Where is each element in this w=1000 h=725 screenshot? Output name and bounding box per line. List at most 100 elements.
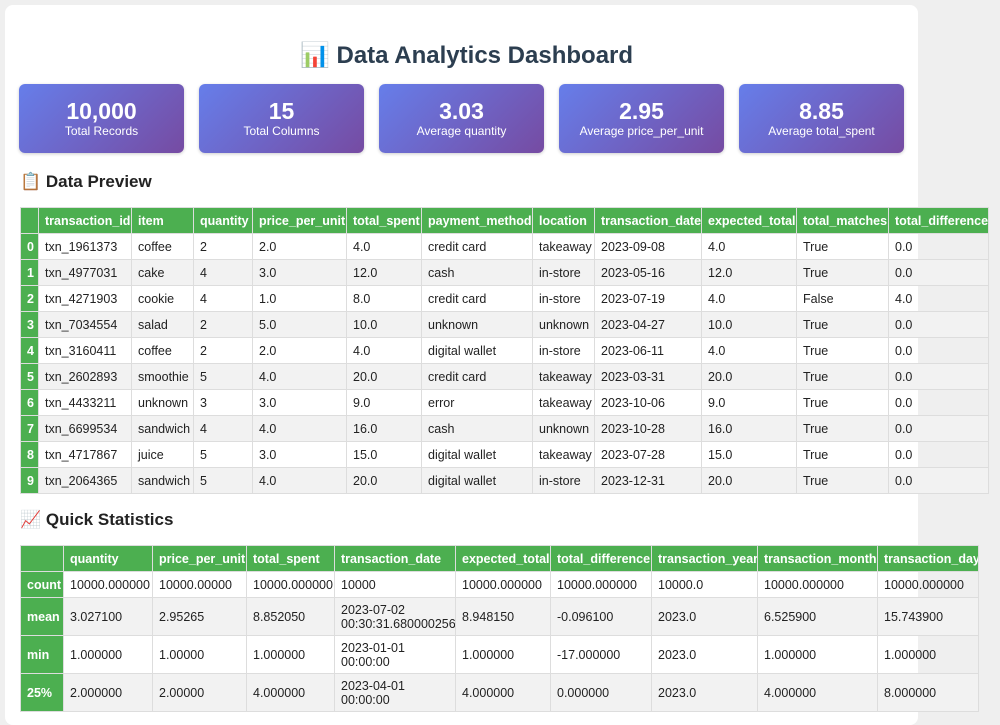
table-cell: cake — [131, 259, 194, 286]
table-cell: in-store — [532, 337, 595, 364]
table-cell: 2023-07-19 — [594, 285, 702, 312]
table-cell: 12.0 — [346, 259, 422, 286]
table-cell: takeaway — [532, 441, 595, 468]
stat-label: Average total_spent — [768, 124, 875, 138]
table-cell: 2023-10-06 — [594, 389, 702, 416]
table-cell: 2023.0 — [651, 597, 758, 636]
table-cell: 1.00000 — [152, 635, 247, 674]
table-cell: 15.0 — [701, 441, 797, 468]
stat-value: 2.95 — [619, 98, 664, 124]
table-cell: 4.000000 — [246, 673, 335, 712]
table-cell: 4.0 — [252, 363, 347, 390]
stat-value: 10,000 — [66, 98, 137, 124]
table-cell: 8.0 — [346, 285, 422, 312]
table-cell: 2 — [193, 337, 253, 364]
row-index: 6 — [20, 389, 39, 416]
table-cell: 2023-07-28 — [594, 441, 702, 468]
table-cell: 20.0 — [701, 467, 797, 494]
column-header: quantity — [193, 207, 253, 234]
stat-label: Total Records — [64, 124, 139, 138]
table-row: 0 txn_1961373 coffee 2 2.0 4.0 credit card take… — [20, 233, 989, 260]
table-row: 7 txn_6699534 sandwich 4 4.0 16.0 cash unknown 2… — [20, 415, 989, 442]
table-cell: cash — [421, 259, 533, 286]
row-index: 7 — [20, 415, 39, 442]
table-row: min 1.000000 1.00000 1.000000 2023-01-01 00:… — [20, 635, 979, 674]
table-cell: txn_7034554 — [38, 311, 132, 338]
table-cell: 10000 — [334, 571, 456, 598]
column-header: payment_method — [421, 207, 533, 234]
table-cell: juice — [131, 441, 194, 468]
table-cell: -0.096100 — [550, 597, 652, 636]
table-cell: 0.0 — [888, 233, 989, 260]
column-header: total_spent — [246, 545, 335, 572]
table-cell: 2.95265 — [152, 597, 247, 636]
table-cell: smoothie — [131, 363, 194, 390]
table-cell: 10000.000000 — [455, 571, 551, 598]
column-header: transaction_id — [38, 207, 132, 234]
table-cell: 20.0 — [346, 467, 422, 494]
stat-card: 2.95 Average price_per_unit — [559, 84, 724, 153]
table-cell: True — [796, 441, 889, 468]
table-cell: 10000.000000 — [246, 571, 335, 598]
table-cell: 0.0 — [888, 441, 989, 468]
table-cell: 0.000000 — [550, 673, 652, 712]
table-cell: 6.525900 — [757, 597, 878, 636]
row-index: 4 — [20, 337, 39, 364]
statistics-table: quantity price_per_unit total_spent transac… — [20, 545, 979, 712]
column-header: expected_total — [701, 207, 797, 234]
table-row: 2 txn_4271903 cookie 4 1.0 8.0 credit card in-s… — [20, 285, 989, 312]
row-index: 2 — [20, 285, 39, 312]
index-header — [20, 545, 64, 572]
table-cell: 2.0 — [252, 337, 347, 364]
table-cell: True — [796, 233, 889, 260]
row-index: min — [20, 635, 64, 674]
header-row: transaction_id item quantity price_per_unit… — [20, 207, 989, 234]
table-cell: 2023-10-28 — [594, 415, 702, 442]
row-index: 9 — [20, 467, 39, 494]
table-cell: in-store — [532, 259, 595, 286]
table-cell: 1.000000 — [757, 635, 878, 674]
table-cell: error — [421, 389, 533, 416]
table-cell: 8.948150 — [455, 597, 551, 636]
table-row: 4 txn_3160411 coffee 2 2.0 4.0 digital wallet i… — [20, 337, 989, 364]
table-cell: 4.0 — [888, 285, 989, 312]
table-cell: credit card — [421, 285, 533, 312]
table-cell: cash — [421, 415, 533, 442]
table-cell: 10.0 — [346, 311, 422, 338]
section-title: 📋 Data Preview — [20, 172, 152, 191]
table-cell: 20.0 — [346, 363, 422, 390]
table-cell: 4.0 — [252, 415, 347, 442]
table-cell: txn_4717867 — [38, 441, 132, 468]
table-cell: txn_6699534 — [38, 415, 132, 442]
table-cell: 4.0 — [701, 337, 797, 364]
stat-value: 3.03 — [439, 98, 484, 124]
table-cell: True — [796, 311, 889, 338]
table-cell: 2.0 — [252, 233, 347, 260]
table-cell: 0.0 — [888, 467, 989, 494]
table-cell: 1.000000 — [246, 635, 335, 674]
table-cell: 1.000000 — [877, 635, 979, 674]
table-cell: 2 — [193, 233, 253, 260]
row-index: count — [20, 571, 64, 598]
table-cell: takeaway — [532, 363, 595, 390]
table-cell: txn_1961373 — [38, 233, 132, 260]
stat-label: Total Columns — [243, 124, 320, 138]
table-cell: 10000.000000 — [877, 571, 979, 598]
stat-value: 15 — [268, 98, 295, 124]
stat-value: 8.85 — [799, 98, 844, 124]
table-cell: 2023.0 — [651, 635, 758, 674]
table-row: count 10000.000000 10000.00000 10000.000000… — [20, 571, 979, 598]
table-cell: 9.0 — [346, 389, 422, 416]
table-cell: 5.0 — [252, 311, 347, 338]
table-cell: 10.0 — [701, 311, 797, 338]
table-cell: digital wallet — [421, 441, 533, 468]
column-header: transaction_day — [877, 545, 979, 572]
stat-card: 15 Total Columns — [199, 84, 364, 153]
row-index: 3 — [20, 311, 39, 338]
table-cell: 2023-03-31 — [594, 363, 702, 390]
table-cell: 10000.000000 — [550, 571, 652, 598]
table-cell: sandwich — [131, 467, 194, 494]
table-cell: coffee — [131, 337, 194, 364]
table-cell: unknown — [421, 311, 533, 338]
table-cell: 12.0 — [701, 259, 797, 286]
